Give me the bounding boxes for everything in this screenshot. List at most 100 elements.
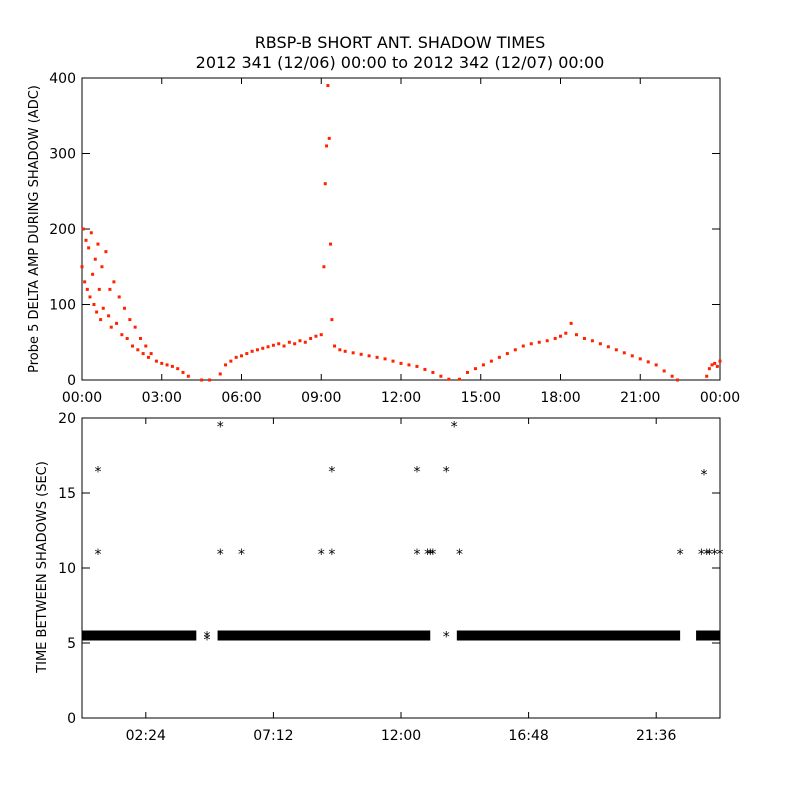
bottom-data-point: * [424, 547, 431, 563]
top-data-point [128, 318, 132, 322]
top-data-point [559, 334, 562, 338]
bottom-plot-frame [81, 417, 721, 719]
top-data-point [271, 343, 275, 347]
top-data-point [670, 374, 674, 378]
top-data-point [333, 344, 337, 348]
top-data-point [553, 336, 557, 340]
bottom-dense-band [456, 630, 681, 641]
top-data-point [109, 325, 113, 329]
top-data-point [710, 363, 714, 367]
top-y-axis-label: Probe 5 DELTA AMP DURING SHADOW (ADC) [27, 85, 42, 373]
top-x-tick-label: 03:00 [142, 390, 182, 406]
bottom-data-point: * [328, 547, 335, 563]
top-data-point [545, 339, 549, 343]
top-data-point [309, 336, 313, 340]
top-data-point [323, 182, 327, 186]
top-data-point [713, 361, 717, 365]
top-data-point [112, 280, 116, 284]
bottom-data-point: * [413, 547, 420, 563]
top-x-tick-label: 06:00 [221, 390, 261, 406]
top-data-point [117, 295, 121, 299]
top-data-point [107, 314, 111, 318]
top-data-point [125, 336, 129, 340]
top-data-point [81, 227, 85, 231]
top-data-point [96, 242, 100, 246]
top-data-point [606, 345, 610, 349]
top-data-point [715, 364, 719, 368]
top-data-point [407, 363, 411, 367]
top-y-tick-label: 300 [49, 147, 76, 163]
bottom-dense-band [82, 630, 197, 641]
bottom-data-point: * [427, 547, 434, 563]
top-data-point [93, 257, 97, 261]
top-x-tick-label: 09:00 [301, 390, 341, 406]
bottom-data-point: * [429, 547, 436, 563]
top-data-point [229, 359, 233, 363]
top-data-point [415, 364, 419, 368]
bottom-data-point: * [318, 547, 325, 563]
top-data-point [208, 378, 212, 382]
bottom-data-point: * [456, 547, 463, 563]
top-data-point [89, 231, 93, 235]
bottom-data-point: * [217, 420, 224, 436]
top-data-point [343, 349, 347, 353]
top-scatter-plot: Probe 5 DELTA AMP DURING SHADOW (ADC) 00… [27, 71, 740, 406]
top-data-point [165, 363, 169, 367]
top-x-tick-label: 21:00 [620, 390, 660, 406]
bottom-data-point: * [203, 633, 210, 649]
top-data-point [325, 144, 329, 148]
bottom-data-point: * [137, 630, 144, 646]
top-data-point [234, 355, 238, 359]
bottom-data-point: * [701, 468, 708, 484]
top-y-tick-label: 400 [49, 71, 76, 87]
top-data-point [218, 372, 222, 376]
top-data-point [133, 325, 137, 329]
top-data-point [277, 342, 281, 346]
top-data-point [564, 331, 568, 335]
bottom-data-point: * [443, 465, 450, 481]
top-data-point [439, 374, 443, 378]
top-axis-ticks: 00:00 03:00 06:00 09:00 12:00 15:00 18:00 21:00… [49, 71, 740, 406]
bottom-data-point: * [94, 547, 101, 563]
top-data-point [465, 370, 469, 374]
top-data-point [473, 367, 477, 371]
bottom-axis-ticks: 02:24 07:12 12:00 16:48 21:36 0 5 10 15 20 [58, 411, 720, 744]
top-data-point [136, 348, 140, 352]
bottom-dense-band [696, 630, 720, 641]
top-data-point [707, 367, 711, 371]
bottom-data-point: * [706, 547, 713, 563]
top-data-point [375, 355, 379, 359]
top-data-point [351, 351, 355, 355]
top-data-point [200, 378, 204, 382]
top-data-point [91, 272, 95, 276]
top-data-point [718, 359, 722, 363]
bottom-x-tick-label: 16:48 [508, 728, 548, 744]
top-data-point [457, 377, 461, 381]
bottom-y-tick-label: 5 [67, 636, 76, 652]
top-x-tick-label: 12:00 [381, 390, 421, 406]
bottom-data-point: * [717, 547, 724, 563]
top-data-point [108, 287, 112, 291]
bottom-x-tick-label: 12:00 [381, 728, 421, 744]
bottom-data-point: * [451, 420, 458, 436]
top-data-point [447, 377, 451, 381]
top-data-point [298, 339, 302, 343]
bottom-data-point: * [413, 465, 420, 481]
top-data-point [104, 250, 108, 254]
top-data-point [537, 340, 541, 344]
top-data-point [170, 364, 174, 368]
top-x-tick-label: 00:00 [62, 390, 102, 406]
top-y-tick-label: 100 [49, 298, 76, 314]
top-data-point [359, 352, 363, 356]
top-data-point [675, 378, 679, 382]
top-data-point [574, 333, 578, 337]
bottom-data-point: * [217, 547, 224, 563]
bottom-scatter-plot: TIME BETWEEN SHADOWS (SEC) 02:24 07:12 12:… [35, 411, 724, 744]
chart-subtitle: 2012 341 (12/06) 00:00 to 2012 342 (12/0… [196, 53, 605, 72]
top-plot-frame [81, 77, 721, 381]
top-data-point [154, 359, 158, 363]
bottom-data-point: * [203, 630, 210, 646]
bottom-x-tick-label: 21:36 [636, 728, 676, 744]
